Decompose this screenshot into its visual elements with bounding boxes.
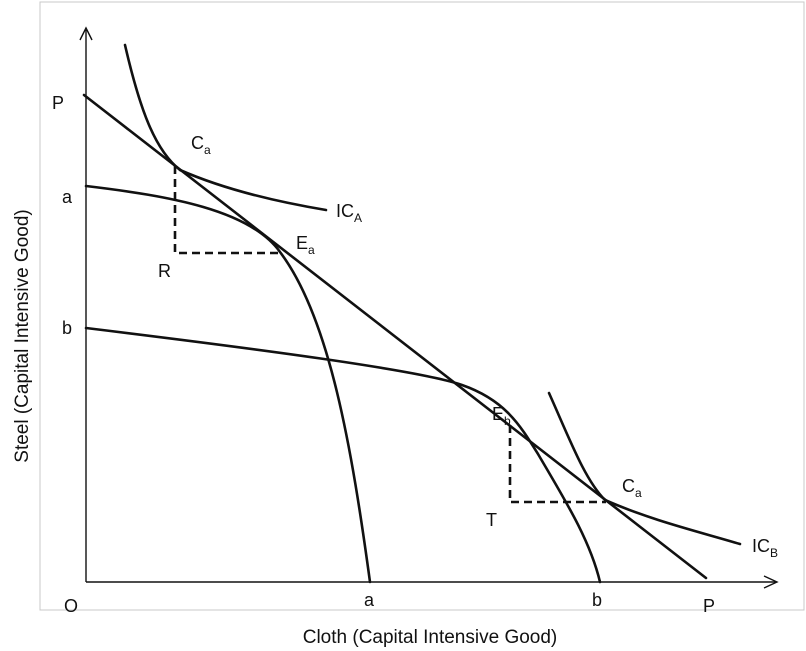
label-b-y: b [62, 318, 72, 338]
label-origin: O [64, 596, 78, 616]
label-icb: ICB [752, 536, 778, 560]
trade-triangle-a [173, 166, 281, 255]
frame [39, 1, 805, 611]
label-p-top: P [52, 93, 64, 113]
ppf-a [84, 184, 372, 584]
label-ca-1: Ca [191, 133, 211, 157]
label-a-x: a [364, 590, 375, 610]
label-b-x: b [592, 590, 602, 610]
label-eb: Eb [492, 404, 511, 428]
label-a-y: a [62, 187, 73, 207]
label-r: R [158, 261, 171, 281]
label-ea: Ea [296, 233, 315, 257]
ppf-b [84, 326, 602, 584]
label-t: T [486, 510, 497, 530]
indifference-curve-icb [547, 391, 742, 546]
y-axis-arrow [79, 26, 93, 41]
indifference-curve-ica [123, 43, 328, 212]
label-ica: ICA [336, 201, 362, 225]
x-axis-title: Cloth (Capital Intensive Good) [303, 627, 558, 648]
y-axis-title: Steel (Capital Intensive Good) [12, 209, 33, 462]
x-axis-arrow [763, 575, 779, 589]
label-p-bottom: P [703, 596, 715, 616]
label-ca-2: Ca [622, 476, 642, 500]
